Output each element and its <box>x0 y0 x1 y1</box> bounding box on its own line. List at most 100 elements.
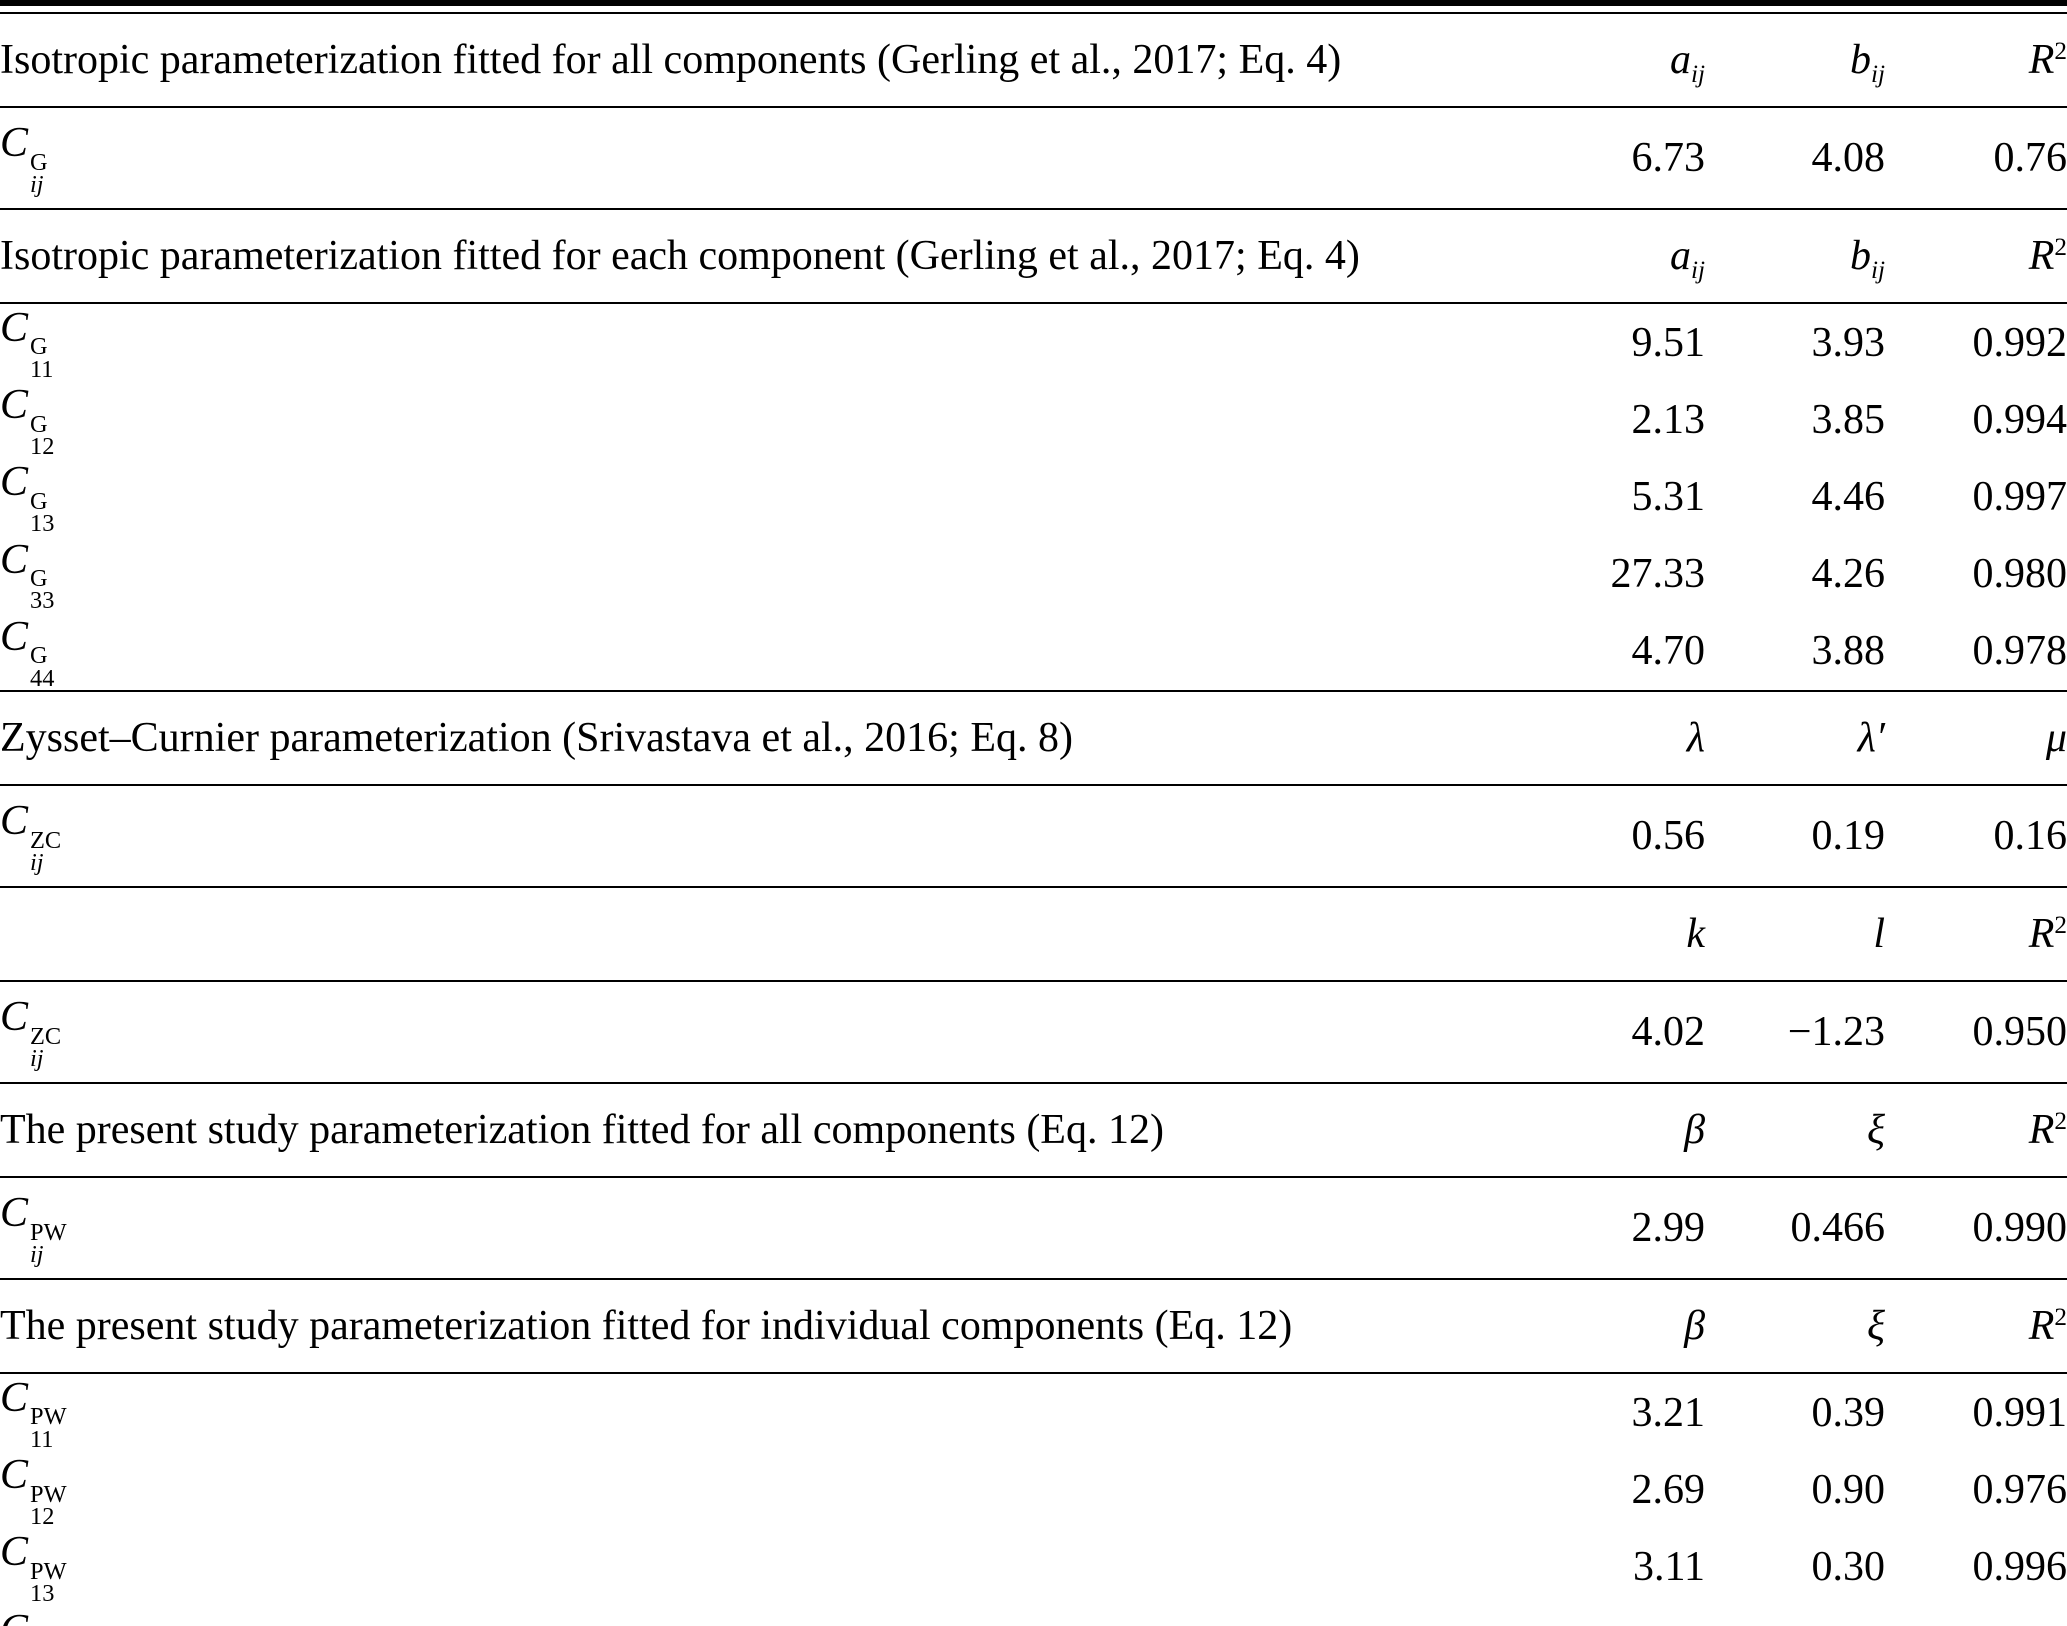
value-cell: 0.466 <box>1790 1205 1886 1252</box>
value-cell: 0.16 <box>1993 813 2067 860</box>
row-label: C PW 11 <box>0 1375 67 1453</box>
table-row: C G 44 4.70 3.88 0.978 <box>0 613 2067 691</box>
column-header: μ <box>1885 690 2067 787</box>
value-cell: 0.56 <box>1631 813 1706 860</box>
section-title: Isotropic parameterization fitted for ea… <box>0 208 1515 304</box>
row-label: C G 12 <box>0 382 55 460</box>
section-header-row: Isotropic parameterization fitted for ea… <box>0 208 2067 304</box>
column-header: R2 <box>1885 208 2067 304</box>
value-cell: 3.85 <box>1811 396 1886 443</box>
value-cell: 4.26 <box>1811 551 1886 598</box>
row-label: C PW 12 <box>0 1452 67 1531</box>
table-row: C PW 12 2.69 0.90 0.976 <box>0 1451 2067 1531</box>
value-cell: 0.19 <box>1811 813 1886 860</box>
column-header: R2 <box>1885 1278 2067 1375</box>
row-label: CPW33 <box>0 1606 1515 1626</box>
row-label: C G 11 <box>0 305 54 383</box>
section-present-individual: The present study parameterization fitte… <box>0 1278 2067 1626</box>
section-title: Zysset–Curnier parameterization (Srivast… <box>0 690 1515 787</box>
value-cell: 9.51 <box>1631 319 1706 366</box>
value-cell: 0.30 <box>1811 1544 1886 1591</box>
value-cell: 0.978 <box>1972 628 2067 675</box>
column-header: bij <box>1705 12 1885 108</box>
table-row: C ZC ij 4.02 −1.23 0.950 <box>0 981 2067 1083</box>
section-title <box>0 886 1515 983</box>
value-cell: 4.46 <box>1811 474 1886 520</box>
table-row: C PW ij 2.99 0.466 0.990 <box>0 1177 2067 1279</box>
value-cell: 4.70 <box>1631 628 1706 675</box>
column-header: k <box>1515 886 1705 983</box>
column-header: R2 <box>1885 12 2067 108</box>
value-cell: 3.93 <box>1811 319 1886 366</box>
value-cell: 3.88 <box>1811 628 1886 675</box>
column-header: R2 <box>1885 886 2067 983</box>
table-row: C G 12 2.13 3.85 0.994 <box>0 381 2067 460</box>
value-cell: 0.996 <box>1972 1544 2067 1591</box>
value-cell: 0.976 <box>1972 1466 2067 1513</box>
column-header: aij <box>1515 12 1705 108</box>
section-zysset-curnier: Zysset–Curnier parameterization (Srivast… <box>0 690 2067 887</box>
value-cell: 27.33 <box>1610 551 1706 598</box>
section-header-row: k l R2 <box>0 886 2067 983</box>
column-header: λ <box>1515 690 1705 787</box>
value-cell: 0.994 <box>1972 396 2067 443</box>
table-row: CPW33 3.32 0.18 0.998 <box>0 1606 2067 1626</box>
section-header-row: The present study parameterization fitte… <box>0 1278 2067 1375</box>
row-label: C G 33 <box>0 536 55 615</box>
column-header: β <box>1515 1278 1705 1375</box>
row-label: C PW ij <box>0 1190 67 1269</box>
value-cell: 0.998 <box>1885 1606 2067 1626</box>
value-cell: 0.76 <box>1993 135 2067 181</box>
table-row: C PW 11 3.21 0.39 0.991 <box>0 1373 2067 1453</box>
value-cell: 0.997 <box>1972 474 2067 520</box>
value-cell: 0.991 <box>1972 1389 2067 1436</box>
section-title: Isotropic parameterization fitted for al… <box>0 12 1515 108</box>
value-cell: 0.980 <box>1972 551 2067 598</box>
column-header: λ′ <box>1705 690 1885 787</box>
value-cell: 0.39 <box>1811 1389 1886 1436</box>
column-header: R2 <box>1885 1082 2067 1179</box>
row-label: C ZC ij <box>0 994 62 1073</box>
column-header: bij <box>1705 208 1885 304</box>
section-present-all: The present study parameterization fitte… <box>0 1082 2067 1279</box>
value-cell: 2.99 <box>1631 1205 1706 1252</box>
value-cell: 2.13 <box>1631 396 1706 443</box>
section-header-row: Zysset–Curnier parameterization (Srivast… <box>0 690 2067 787</box>
value-cell: 3.32 <box>1515 1606 1706 1626</box>
section-header-row: Isotropic parameterization fitted for al… <box>0 12 2067 108</box>
value-cell: 0.950 <box>1972 1009 2067 1056</box>
parameterization-table: Isotropic parameterization fitted for al… <box>0 12 2067 1626</box>
column-header: l <box>1705 886 1885 983</box>
row-label: C G 44 <box>0 613 55 692</box>
value-cell: 0.992 <box>1972 319 2067 366</box>
value-cell: −1.23 <box>1787 1009 1885 1056</box>
row-label: C ZC ij <box>0 798 62 877</box>
value-cell: 6.73 <box>1631 135 1706 181</box>
table-row: C G 33 27.33 4.26 0.980 <box>0 536 2067 615</box>
table-row: C G 11 9.51 3.93 0.992 <box>0 303 2067 383</box>
section-zysset-curnier-kl: k l R2 C ZC ij 4.02 −1.23 0.950 <box>0 886 2067 1083</box>
section-isotropic-all: Isotropic parameterization fitted for al… <box>0 12 2067 209</box>
column-header: ξ <box>1705 1082 1885 1179</box>
value-cell: 0.90 <box>1811 1466 1886 1513</box>
section-header-row: The present study parameterization fitte… <box>0 1082 2067 1179</box>
section-isotropic-each: Isotropic parameterization fitted for ea… <box>0 208 2067 691</box>
column-header: β <box>1515 1082 1705 1179</box>
table-row: C ZC ij 0.56 0.19 0.16 <box>0 785 2067 887</box>
column-header: aij <box>1515 208 1705 304</box>
value-cell: 2.69 <box>1631 1466 1706 1513</box>
value-cell: 0.18 <box>1705 1606 1886 1626</box>
table-row: C G 13 5.31 4.46 0.997 <box>0 458 2067 538</box>
section-title: The present study parameterization fitte… <box>0 1278 1515 1375</box>
column-header: ξ <box>1705 1278 1885 1375</box>
value-cell: 3.11 <box>1633 1544 1705 1591</box>
row-label: C G 13 <box>0 459 55 538</box>
section-title: The present study parameterization fitte… <box>0 1082 1515 1179</box>
table-row: C PW 13 3.11 0.30 0.996 <box>0 1528 2067 1608</box>
value-cell: 3.21 <box>1631 1389 1706 1436</box>
row-label: C PW 13 <box>0 1529 67 1608</box>
